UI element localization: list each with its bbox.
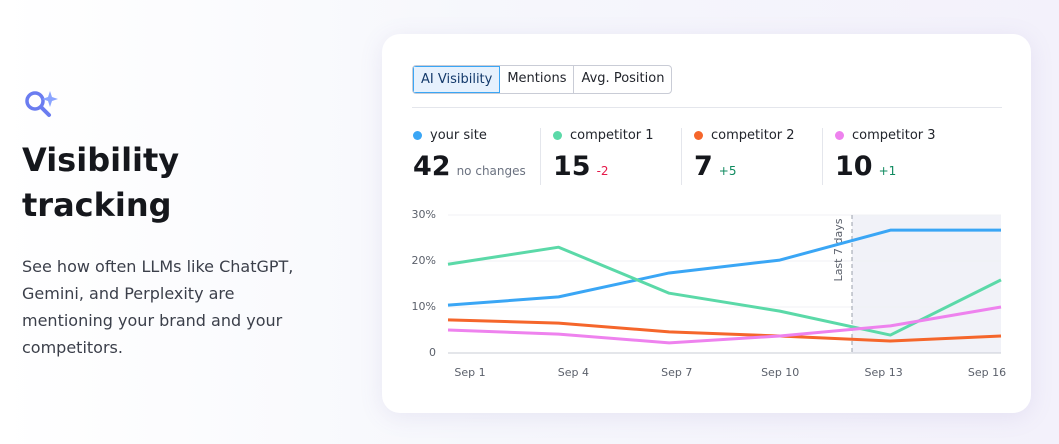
x-tick-label: Sep 7 bbox=[661, 366, 692, 379]
x-tick-label: Sep 10 bbox=[761, 366, 799, 379]
legend-label: your site bbox=[430, 128, 487, 143]
divider bbox=[681, 128, 682, 185]
highlight-region bbox=[852, 215, 1001, 353]
tabs: AI Visibility Mentions Avg. Position bbox=[412, 65, 673, 94]
line-series bbox=[447, 305, 1002, 345]
legend-label: competitor 3 bbox=[852, 128, 936, 143]
y-tick-label: 30% bbox=[412, 208, 436, 221]
stat-delta: +5 bbox=[718, 164, 737, 178]
legend-label: competitor 1 bbox=[570, 128, 654, 143]
stat-value: 42 no changes bbox=[413, 151, 526, 182]
y-tick-label: 20% bbox=[412, 254, 436, 267]
x-tick-label: Sep 16 bbox=[968, 366, 1006, 379]
stat-delta: no changes bbox=[456, 164, 526, 178]
heading: Visibility tracking bbox=[22, 141, 180, 224]
stat: competitor 3 10 +1 bbox=[835, 128, 975, 182]
legend-dot bbox=[553, 131, 562, 140]
line-series bbox=[447, 245, 1002, 337]
line-series bbox=[447, 228, 1001, 307]
y-tick-label: 0 bbox=[429, 346, 436, 359]
stat-value: 7 +5 bbox=[694, 151, 737, 182]
legend-item: competitor 1 bbox=[553, 128, 693, 143]
legend-item: competitor 2 bbox=[694, 128, 834, 143]
legend-item: your site bbox=[413, 128, 553, 143]
legend-item: competitor 3 bbox=[835, 128, 975, 143]
stat-delta: -2 bbox=[596, 164, 609, 178]
line-series bbox=[447, 318, 1002, 343]
y-tick-label: 10% bbox=[412, 300, 436, 313]
separator bbox=[412, 107, 1002, 108]
description: See how often LLMs like ChatGPT, Gemini,… bbox=[22, 257, 294, 357]
annotation: Last 7 days bbox=[832, 218, 845, 281]
x-tick-label: Sep 1 bbox=[454, 366, 485, 379]
stat-delta: +1 bbox=[878, 164, 897, 178]
chart: 0 10% 20% 30% Last 7 days Sep 1 Sep 4 Sep 7 Sep … bbox=[412, 208, 1007, 379]
tab[interactable]: AI Visibility bbox=[413, 66, 501, 93]
divider bbox=[822, 128, 823, 185]
legend-dot bbox=[835, 131, 844, 140]
stat: your site 42 no changes bbox=[413, 128, 553, 182]
tab[interactable]: Mentions bbox=[500, 66, 575, 93]
stat: competitor 2 7 +5 bbox=[694, 128, 834, 182]
card: AI Visibility Mentions Avg. Position you… bbox=[382, 34, 1031, 413]
divider bbox=[540, 128, 541, 185]
stat: competitor 1 15 -2 bbox=[553, 128, 693, 182]
tab[interactable]: Avg. Position bbox=[581, 71, 665, 86]
stat-value: 10 +1 bbox=[835, 151, 897, 182]
stat-value: 15 -2 bbox=[553, 151, 609, 182]
logo-icon bbox=[25, 91, 58, 117]
legend-dot bbox=[694, 131, 703, 140]
x-tick-label: Sep 13 bbox=[864, 366, 902, 379]
legend-dot bbox=[413, 131, 422, 140]
x-tick-label: Sep 4 bbox=[558, 366, 589, 379]
legend-label: competitor 2 bbox=[711, 128, 795, 143]
